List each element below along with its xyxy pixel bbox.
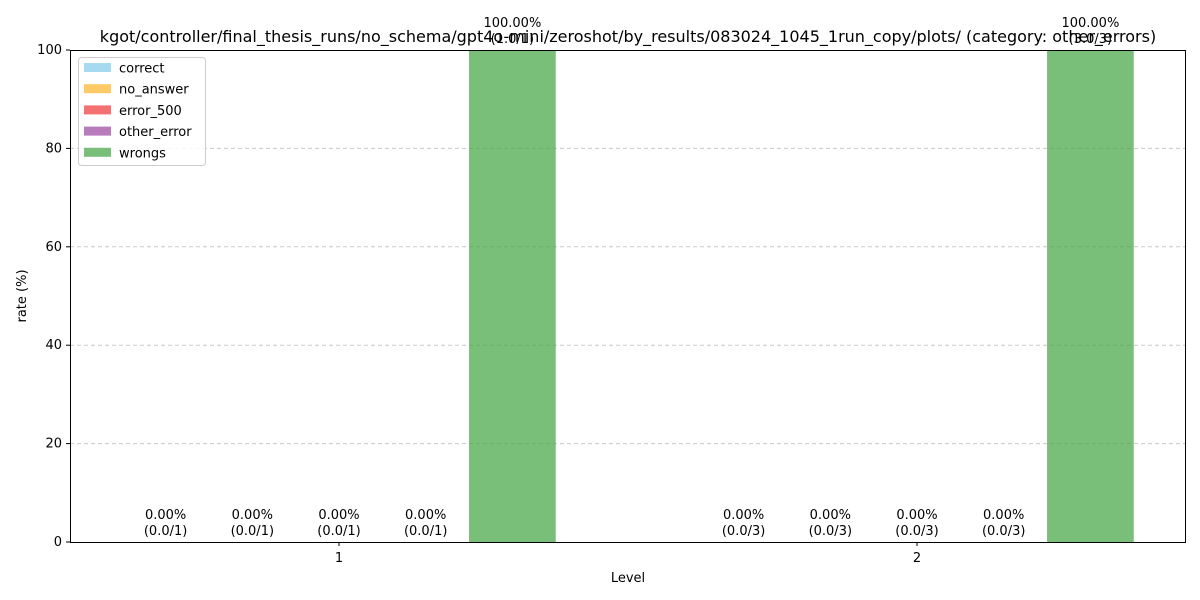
- bar-count-label: (3.0/3): [1069, 32, 1112, 47]
- x-tick-label: 2: [913, 551, 921, 566]
- bar-value-label: 0.00%: [318, 508, 359, 523]
- y-tick-label: 0: [54, 535, 62, 550]
- legend-swatch-error_500: [84, 105, 111, 115]
- legend-label: no_answer: [119, 83, 189, 98]
- bar-value-label: 100.00%: [483, 16, 541, 31]
- bar-value-label: 0.00%: [145, 508, 186, 523]
- legend-label: other_error: [119, 125, 192, 140]
- legend-label: error_500: [119, 104, 182, 119]
- x-axis-label: Level: [611, 571, 645, 586]
- y-tick-label: 60: [45, 240, 62, 255]
- bar-count-label: (0.0/3): [895, 524, 938, 539]
- y-axis-label: rate (%): [15, 269, 30, 322]
- bar-count-label: (0.0/3): [809, 524, 852, 539]
- bar-count-label: (0.0/1): [317, 524, 360, 539]
- bar-value-label: 0.00%: [232, 508, 273, 523]
- plot-frame: [70, 50, 1186, 543]
- axes: [70, 50, 1186, 543]
- legend-swatch-wrongs: [84, 147, 111, 157]
- bar-count-label: (1.0/1): [491, 32, 534, 47]
- legend-swatch-no_answer: [84, 84, 111, 94]
- y-tick-label: 20: [45, 437, 62, 452]
- legend-swatch-other_error: [84, 126, 111, 136]
- grid-lines: [70, 147, 1185, 445]
- bar-count-label: (0.0/1): [404, 524, 447, 539]
- bar-count-label: (0.0/3): [722, 524, 765, 539]
- bar-value-label: 100.00%: [1061, 16, 1119, 31]
- y-tick-label: 100: [37, 43, 62, 58]
- bar-value-label: 0.00%: [896, 508, 937, 523]
- bar-count-label: (0.0/1): [144, 524, 187, 539]
- y-axis-ticks: 0 20 40 60 80 100: [37, 43, 70, 550]
- x-tick-label: 1: [335, 551, 343, 566]
- bar-wrongs-level-1: [469, 50, 556, 542]
- bars: [469, 50, 1134, 542]
- legend-label: wrongs: [119, 146, 166, 161]
- bar-count-label: (0.0/1): [231, 524, 274, 539]
- bar-wrongs-level-2: [1047, 50, 1134, 542]
- legend-swatch-correct: [84, 63, 111, 72]
- bar-value-label: 0.00%: [810, 508, 851, 523]
- y-tick-label: 40: [45, 338, 62, 353]
- bar-value-label: 0.00%: [723, 508, 764, 523]
- bar-value-label: 0.00%: [983, 508, 1024, 523]
- value-labels: 0.00%(0.0/1)0.00%(0.0/1)0.00%(0.0/1)0.00…: [144, 16, 1119, 539]
- bar-count-label: (0.0/3): [982, 524, 1025, 539]
- y-tick-label: 80: [45, 141, 62, 156]
- legend: correct no_answer error_500 other_errorwron…: [78, 57, 206, 166]
- legend-label: correct: [119, 62, 165, 77]
- chart-title: kgot/controller/final_thesis_runs/no_sch…: [100, 27, 1156, 47]
- bar-value-label: 0.00%: [405, 508, 446, 523]
